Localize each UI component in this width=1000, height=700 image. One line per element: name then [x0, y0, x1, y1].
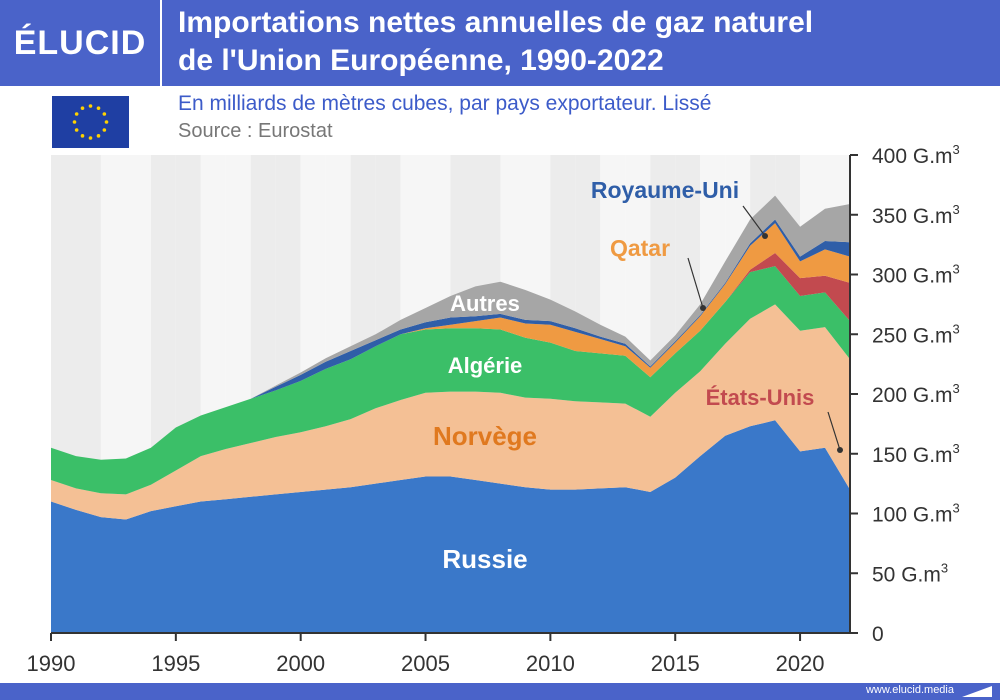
x-tick-label: 2000 [276, 651, 325, 676]
y-tick-label: 200 G.m3 [872, 381, 960, 407]
eu-star-icon [74, 112, 79, 116]
series-labels: Russie Norvège Algérie Autres Royaume-Uni Qat… [433, 177, 843, 574]
y-tick-label: 350 G.m3 [872, 202, 960, 228]
x-tick-label: 1995 [151, 651, 200, 676]
title-line-2: de l'Union Européenne, 1990-2022 [178, 44, 664, 77]
eu-star-icon [96, 134, 101, 138]
y-tick-label: 50 G.m3 [872, 560, 948, 586]
label-autres: Autres [450, 291, 520, 316]
y-tick-label: 300 G.m3 [872, 262, 960, 288]
eu-star-icon [104, 120, 109, 124]
elucid-logo: ÉLUCID [13, 23, 147, 62]
label-algerie: Algérie [448, 353, 523, 378]
area-qatar [51, 223, 850, 460]
header-divider [160, 0, 162, 86]
y-tick-label: 400 G.m3 [872, 142, 960, 168]
eu-star-icon [74, 128, 79, 132]
eu-star-icon [80, 106, 85, 110]
y-tick-label: 250 G.m3 [872, 321, 960, 347]
x-tick-label: 2015 [651, 651, 700, 676]
leader-dot-qatar [700, 305, 706, 311]
leader-dot-royaume-uni [762, 233, 768, 239]
eu-star-icon [88, 136, 93, 140]
x-ticks: 1990 1995 2000 2005 2010 2015 2020 [27, 633, 825, 676]
eu-star-icon [88, 104, 93, 108]
eu-flag-icon [52, 96, 129, 148]
area-autres [51, 195, 850, 460]
leader-dot-etats-unis [837, 447, 843, 453]
area-russie [51, 420, 850, 633]
eu-star-icon [96, 106, 101, 110]
y-tick-label: 150 G.m3 [872, 441, 960, 467]
label-etats-unis: États-Unis [706, 385, 815, 410]
area-norvege [51, 304, 850, 520]
eu-star-icon [72, 120, 77, 124]
x-tick-label: 2005 [401, 651, 450, 676]
chart-subtitle: En milliards de mètres cubes, par pays e… [178, 92, 712, 115]
y-tick-label: 0 [872, 623, 884, 646]
footer-url: www.elucid.media [865, 684, 954, 696]
x-tick-label: 2020 [776, 651, 825, 676]
chart-source: Source : Eurostat [178, 120, 333, 142]
title-line-1: Importations nettes annuelles de gaz nat… [178, 6, 814, 39]
eu-star-icon [102, 112, 107, 116]
footer-bar [0, 683, 1000, 700]
label-royaume-uni: Royaume-Uni [591, 177, 739, 203]
area-algerie [51, 266, 850, 495]
y-ticks: 0 50 G.m3 100 G.m3 150 G.m3 200 G.m3 250 G.m3… [850, 142, 960, 646]
leader-line-qatar [687, 257, 704, 309]
x-tick-label: 2010 [526, 651, 575, 676]
leader-line-etats-unis [827, 411, 841, 451]
eu-star-icon [102, 128, 107, 132]
label-qatar: Qatar [610, 235, 670, 261]
label-russie: Russie [442, 544, 527, 574]
footer-logo-mark [962, 686, 992, 697]
header-bar [0, 0, 1000, 86]
x-tick-label: 1990 [27, 651, 76, 676]
eu-star-icon [80, 134, 85, 138]
leader-line-royaume-uni [742, 205, 766, 237]
chart-areas [51, 195, 850, 633]
y-tick-label: 100 G.m3 [872, 501, 960, 527]
chart-title: Importations nettes annuelles de gaz nat… [178, 4, 988, 80]
label-norvege: Norvège [433, 421, 537, 451]
